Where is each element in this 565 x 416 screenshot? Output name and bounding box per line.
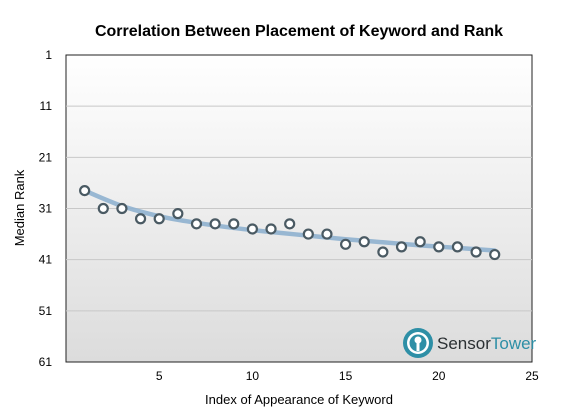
data-point-11 xyxy=(265,223,277,235)
data-point-3 xyxy=(116,202,128,215)
x-tick-labels: 5 10 15 20 25 xyxy=(156,369,539,383)
plot-area xyxy=(65,54,533,363)
data-point-6 xyxy=(172,208,184,220)
sensortower-logo-icon xyxy=(403,328,433,358)
data-point-10 xyxy=(246,223,258,235)
data-point-22 xyxy=(470,246,482,258)
sensortower-logo: SensorTower xyxy=(403,328,537,358)
data-point-20 xyxy=(433,241,445,253)
x-axis-label: Index of Appearance of Keyword xyxy=(205,392,393,407)
data-point-14 xyxy=(321,228,333,240)
y-tick-label-3: 31 xyxy=(39,202,53,216)
y-tick-label-1: 11 xyxy=(40,99,53,113)
data-point-19 xyxy=(414,236,426,248)
y-axis-label: Median Rank xyxy=(12,169,27,246)
gridlines xyxy=(66,105,532,312)
data-point-4 xyxy=(134,213,147,225)
data-point-5 xyxy=(153,213,165,225)
data-point-13 xyxy=(302,228,314,240)
x-tick-label-1: 10 xyxy=(246,369,260,383)
x-tick-label-4: 25 xyxy=(525,369,539,383)
logo-text-sensor: Sensor xyxy=(437,334,491,353)
y-tick-label-5: 51 xyxy=(39,304,53,318)
data-point-2 xyxy=(97,202,109,215)
y-tick-label-2: 21 xyxy=(39,150,53,164)
data-point-15 xyxy=(340,238,352,250)
data-point-7 xyxy=(190,218,203,230)
data-point-12 xyxy=(284,218,296,230)
data-point-9 xyxy=(228,218,240,230)
chart-title: Correlation Between Placement of Keyword… xyxy=(95,23,503,40)
data-point-23 xyxy=(489,248,501,261)
data-point-1 xyxy=(79,184,91,197)
y-tick-label-6: 61 xyxy=(39,355,53,369)
x-tick-label-2: 15 xyxy=(339,369,353,383)
x-tick-label-3: 20 xyxy=(432,369,446,383)
y-tick-label-0: 1 xyxy=(45,48,52,62)
data-point-16 xyxy=(358,236,370,248)
y-tick-label-4: 41 xyxy=(39,253,53,267)
data-point-8 xyxy=(209,218,221,230)
points-layer xyxy=(79,184,501,261)
x-tick-label-0: 5 xyxy=(156,369,163,383)
data-point-17 xyxy=(377,246,389,258)
data-point-18 xyxy=(395,241,408,253)
data-point-21 xyxy=(451,241,464,253)
logo-text-tower: Tower xyxy=(491,334,537,353)
sensortower-logo-text: SensorTower xyxy=(437,334,537,353)
